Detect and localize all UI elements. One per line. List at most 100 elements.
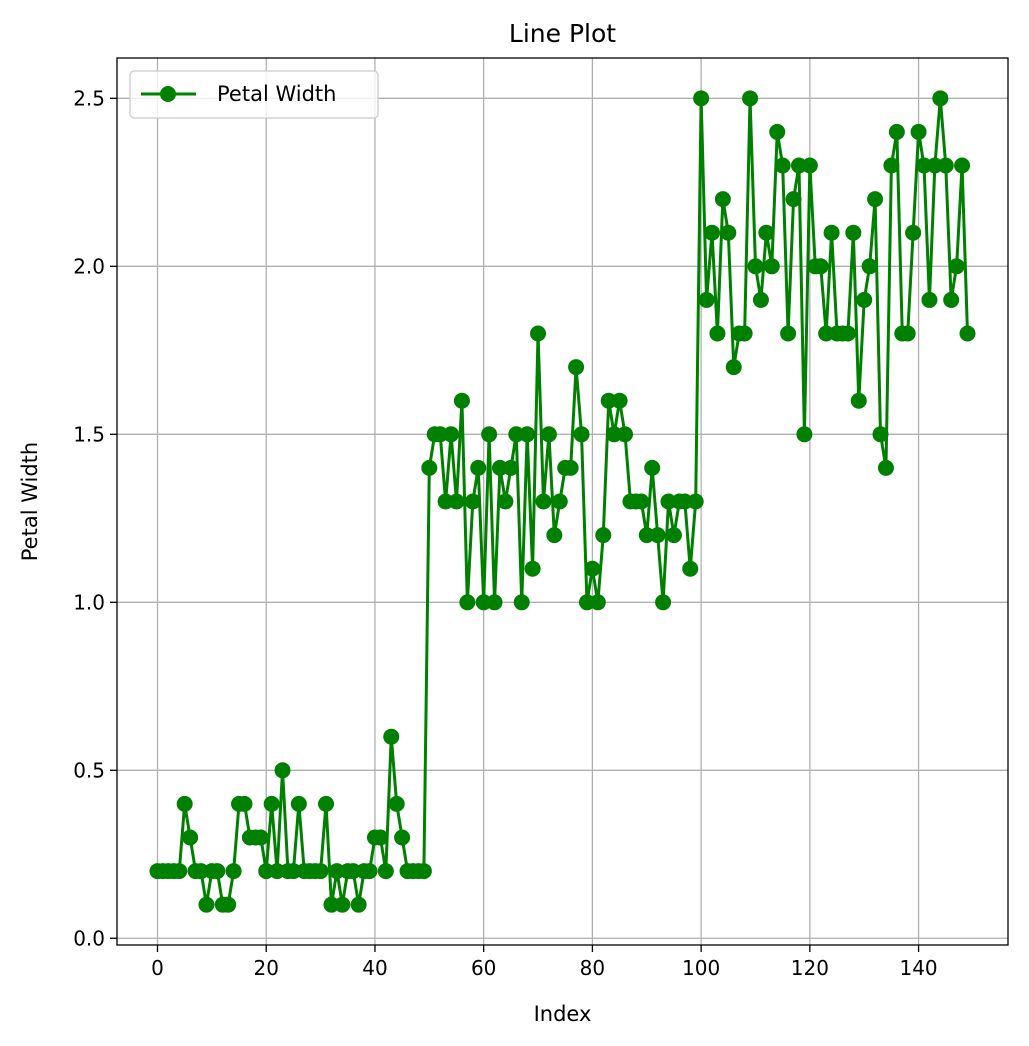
- data-point: [540, 426, 557, 443]
- data-point: [709, 325, 726, 342]
- data-point: [182, 829, 199, 846]
- x-tick-label: 140: [899, 956, 937, 980]
- data-point: [568, 359, 585, 376]
- y-axis-label: Petal Width: [18, 442, 42, 561]
- data-point: [720, 224, 737, 241]
- data-point: [535, 493, 552, 510]
- x-tick-label: 120: [791, 956, 829, 980]
- legend-label: Petal Width: [217, 82, 336, 106]
- data-point: [530, 325, 547, 342]
- x-axis-label: Index: [534, 1002, 592, 1026]
- data-point: [943, 291, 960, 308]
- data-point: [394, 829, 411, 846]
- data-point: [372, 829, 389, 846]
- series-layer: [149, 90, 976, 913]
- y-tick-label: 1.5: [73, 422, 105, 446]
- data-point: [312, 863, 329, 880]
- data-point: [388, 795, 405, 812]
- data-point: [948, 258, 965, 275]
- data-point: [856, 291, 873, 308]
- data-point: [823, 224, 840, 241]
- y-tick-label: 0.0: [73, 926, 105, 950]
- data-point: [584, 560, 601, 577]
- data-point: [850, 392, 867, 409]
- data-point: [780, 325, 797, 342]
- legend-marker-swatch: [160, 86, 176, 102]
- data-point: [703, 224, 720, 241]
- x-tick-label: 40: [362, 956, 387, 980]
- data-point: [937, 157, 954, 174]
- data-point: [252, 829, 269, 846]
- data-point: [932, 90, 949, 107]
- data-point: [562, 459, 579, 476]
- data-point: [752, 291, 769, 308]
- y-tick-label: 2.0: [73, 254, 105, 278]
- data-point: [486, 594, 503, 611]
- data-point: [839, 325, 856, 342]
- data-point: [774, 157, 791, 174]
- x-tick-label: 60: [471, 956, 496, 980]
- data-point: [763, 258, 780, 275]
- data-point: [617, 426, 634, 443]
- data-point: [954, 157, 971, 174]
- data-point: [959, 325, 976, 342]
- data-point: [747, 258, 764, 275]
- data-point: [861, 258, 878, 275]
- x-tick-label: 80: [580, 956, 605, 980]
- data-point: [872, 426, 889, 443]
- data-point: [796, 426, 813, 443]
- data-point: [905, 224, 922, 241]
- x-tick-label: 20: [253, 956, 278, 980]
- data-point: [769, 123, 786, 140]
- data-point: [725, 359, 742, 376]
- data-point: [464, 493, 481, 510]
- data-point: [888, 123, 905, 140]
- data-point: [551, 493, 568, 510]
- data-point: [687, 493, 704, 510]
- data-point: [785, 191, 802, 208]
- data-point: [758, 224, 775, 241]
- data-point: [801, 157, 818, 174]
- data-point: [546, 527, 563, 544]
- data-point: [263, 795, 280, 812]
- data-point: [415, 863, 432, 880]
- data-point: [334, 896, 351, 913]
- chart-title: Line Plot: [509, 19, 616, 48]
- data-point: [524, 560, 541, 577]
- data-point: [421, 459, 438, 476]
- plot-frame: [116, 57, 1009, 946]
- y-tick-label: 1.0: [73, 590, 105, 614]
- data-point: [877, 459, 894, 476]
- data-point: [502, 459, 519, 476]
- data-point: [611, 392, 628, 409]
- data-point: [812, 258, 829, 275]
- x-tick-label: 100: [682, 956, 720, 980]
- data-point: [225, 863, 242, 880]
- data-point: [883, 157, 900, 174]
- data-point: [513, 594, 530, 611]
- data-point: [736, 325, 753, 342]
- data-point: [649, 527, 666, 544]
- data-point: [497, 493, 514, 510]
- y-tick-label: 2.5: [73, 86, 105, 110]
- x-tick-label: 0: [151, 956, 164, 980]
- data-point: [921, 291, 938, 308]
- data-point: [644, 459, 661, 476]
- data-point: [665, 527, 682, 544]
- data-point: [910, 123, 927, 140]
- data-point: [350, 896, 367, 913]
- data-point: [867, 191, 884, 208]
- data-point: [845, 224, 862, 241]
- data-point: [573, 426, 590, 443]
- data-point: [519, 426, 536, 443]
- data-point: [595, 527, 612, 544]
- data-point: [176, 795, 193, 812]
- data-point: [236, 795, 253, 812]
- data-point: [470, 459, 487, 476]
- data-point: [655, 594, 672, 611]
- legend: Petal Width: [129, 70, 379, 119]
- data-point: [443, 426, 460, 443]
- data-point: [377, 863, 394, 880]
